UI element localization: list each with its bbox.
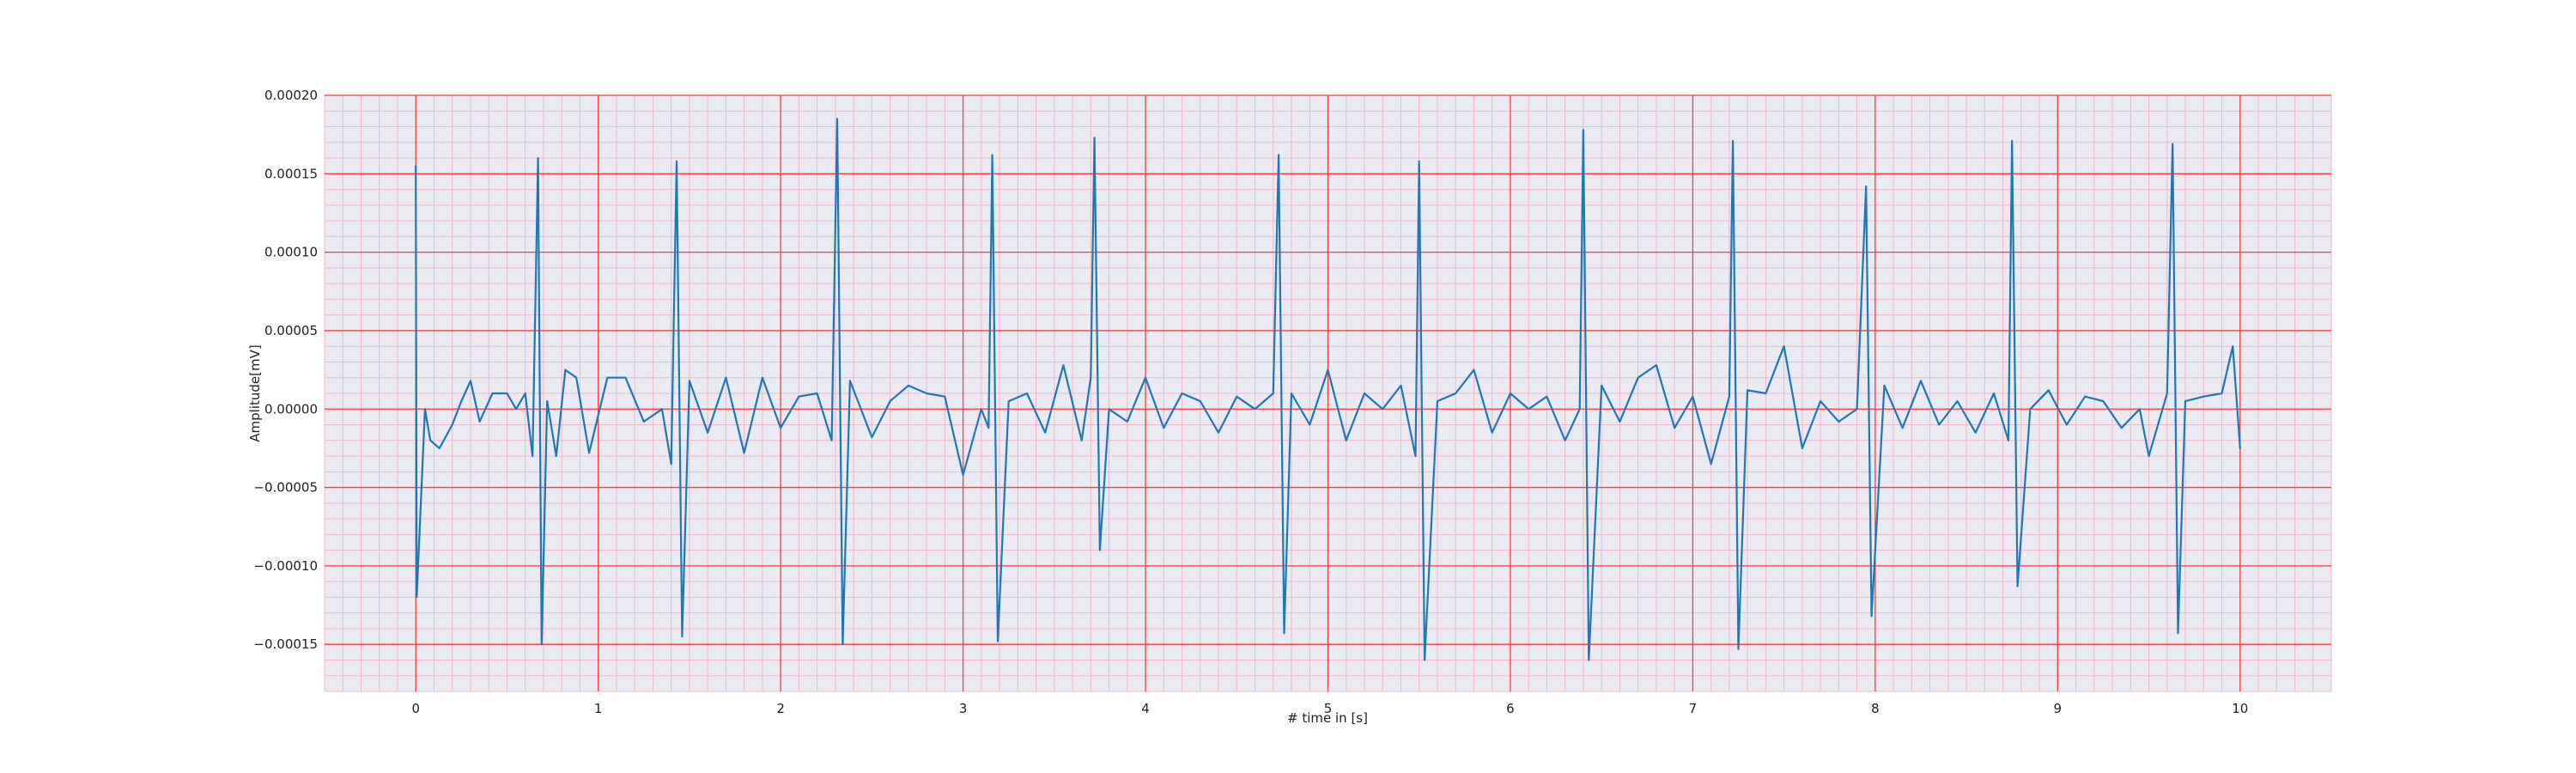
y-tick-label: 0.00010 (264, 245, 318, 260)
x-tick-label: 2 (776, 701, 785, 716)
x-tick-label: 8 (1871, 701, 1880, 716)
x-tick-label: 10 (2232, 701, 2248, 716)
x-tick-label: 5 (1324, 701, 1333, 716)
x-tick-label: 3 (959, 701, 968, 716)
y-tick-label: −0.00015 (253, 636, 318, 652)
series-layer (415, 118, 2241, 661)
x-tick-label: 7 (1689, 701, 1698, 716)
x-tick-label: 1 (594, 701, 603, 716)
x-tick-label: 0 (411, 701, 420, 716)
y-tick-label: 0.00000 (264, 401, 318, 417)
y-tick-label: 0.00005 (264, 323, 318, 338)
x-tick-label: 6 (1506, 701, 1515, 716)
y-tick-label: −0.00005 (253, 480, 318, 496)
x-axis-label: # time in [s] (1287, 710, 1368, 726)
major-grid (325, 94, 2331, 691)
y-tick-label: 0.00015 (264, 166, 318, 181)
series-line (415, 118, 2241, 661)
y-tick-label: 0.00020 (264, 88, 318, 103)
x-tick-labels: 0 1 2 3 4 5 6 7 8 9 10 (411, 701, 2248, 716)
y-tick-label: −0.00010 (253, 558, 318, 574)
y-axis-label: Amplitude[mV] (247, 344, 263, 441)
y-tick-labels: −0.00015 −0.00010 −0.00005 0.00000 0.00005 0.… (253, 88, 318, 652)
x-tick-label: 4 (1141, 701, 1150, 716)
x-tick-label: 9 (2054, 701, 2063, 716)
